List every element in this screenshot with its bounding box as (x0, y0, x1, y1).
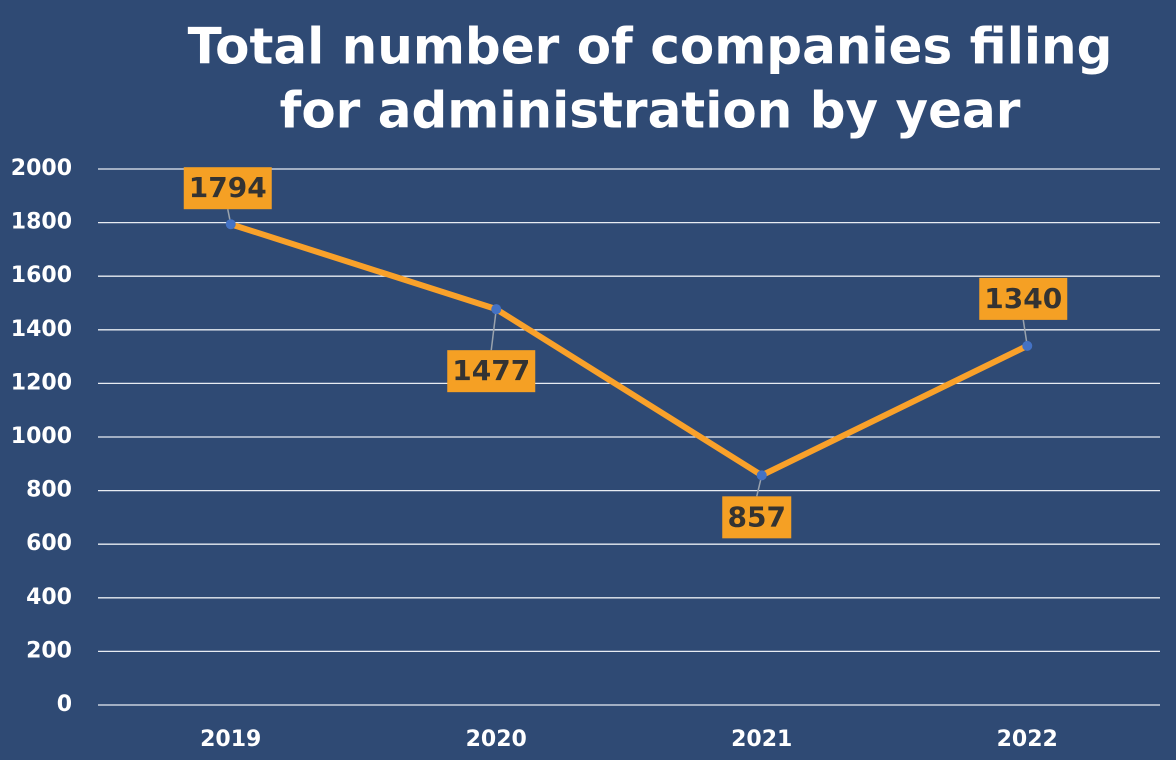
y-tick-label: 200 (26, 638, 72, 663)
x-tick-label: 2022 (997, 727, 1058, 752)
label-box (447, 350, 536, 393)
chart-title: for administration by year (280, 82, 1021, 140)
y-tick-label: 1400 (11, 317, 72, 342)
data-label: 1340 (984, 282, 1062, 315)
y-tick-label: 1800 (11, 210, 72, 235)
marker (1022, 340, 1033, 351)
line (229, 221, 1029, 479)
y-tick-label: 400 (26, 585, 72, 610)
y-tick-label: 1000 (11, 424, 72, 449)
marker (756, 470, 767, 481)
x-tick-label: 2020 (466, 727, 527, 752)
y-tick-label: 2000 (11, 156, 72, 181)
data-label: 857 (728, 500, 786, 533)
y-tick-label: 600 (26, 531, 72, 556)
y-tick-label: 1200 (11, 370, 72, 395)
x-tick-label: 2021 (731, 727, 792, 752)
chart-title: Total number of companies filing (188, 18, 1113, 76)
x-tick-label: 2019 (200, 727, 261, 752)
y-tick-label: 1600 (11, 263, 72, 288)
data-label: 1477 (452, 354, 530, 387)
leader-line (490, 309, 497, 351)
marker (225, 219, 236, 230)
label-box (183, 167, 272, 210)
label-box (979, 277, 1068, 320)
y-tick-label: 800 (26, 478, 72, 503)
marker (491, 304, 502, 315)
label-box (722, 496, 792, 539)
y-tick-label: 0 (57, 692, 72, 717)
data-label: 1794 (189, 171, 267, 204)
